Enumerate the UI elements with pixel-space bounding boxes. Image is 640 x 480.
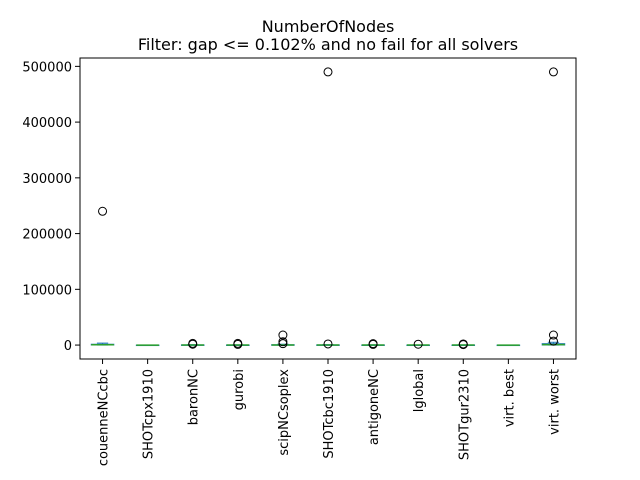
- axes-frame: [79, 57, 577, 360]
- x-tick-label: SHOTgur2310: [457, 369, 472, 460]
- outlier-point: [458, 339, 468, 349]
- y-tick-label: 300000: [22, 172, 72, 187]
- outlier-point: [233, 338, 243, 348]
- chart-subtitle: Filter: gap <= 0.102% and no fail for al…: [138, 35, 518, 54]
- x-tick-label: scipNCsoplex: [277, 369, 292, 456]
- x-tick-label: couenneNCcbc: [97, 369, 112, 466]
- outlier-point: [413, 339, 423, 349]
- outlier-point: [323, 339, 333, 349]
- x-tick-label: SHOTcpx1910: [142, 369, 157, 459]
- outlier-point: [548, 67, 558, 77]
- y-tick-label: 500000: [22, 60, 72, 75]
- outlier-point: [323, 67, 333, 77]
- x-tick-label: baronNC: [187, 369, 202, 425]
- y-tick-label: 0: [64, 339, 72, 354]
- x-tick-label: SHOTcbc1910: [322, 369, 337, 459]
- plot-area: 0 100000 200000 300000 400000 500000 couenneNC…: [22, 60, 566, 466]
- outlier-point: [188, 338, 198, 348]
- y-tick-label: 100000: [22, 283, 72, 298]
- outlier-point: [548, 330, 558, 340]
- outlier-point: [98, 206, 108, 216]
- outlier-point: [278, 339, 288, 349]
- outlier-point: [278, 337, 288, 347]
- x-tick-label: virt. worst: [547, 369, 562, 435]
- x-tick-label: virt. best: [502, 369, 517, 427]
- x-tick-label: antigoneNC: [367, 369, 382, 445]
- outlier-point: [548, 336, 558, 346]
- chart-title: NumberOfNodes: [262, 17, 395, 36]
- y-tick-label: 200000: [22, 228, 72, 243]
- outlier-point: [278, 330, 288, 340]
- x-tick-label: gurobi: [232, 369, 247, 410]
- x-tick-label: lglobal: [412, 369, 427, 412]
- y-tick-label: 400000: [22, 116, 72, 131]
- outlier-point: [368, 339, 378, 349]
